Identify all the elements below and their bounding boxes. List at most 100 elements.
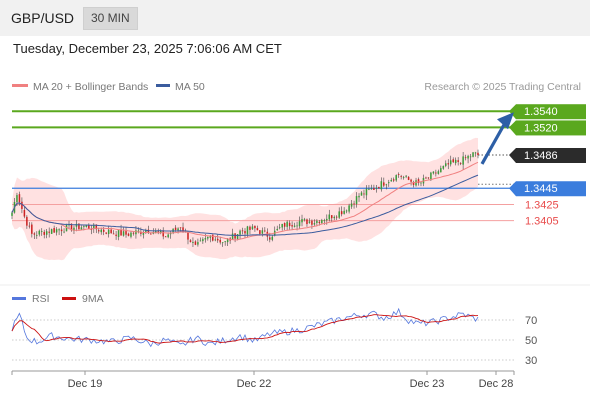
target-label-pointer-0: [509, 104, 516, 120]
candle-body: [231, 233, 234, 240]
candle-body: [216, 238, 219, 241]
candle-body: [120, 229, 122, 236]
target-level-label-1: 1.3520: [524, 122, 558, 134]
candle-body: [353, 203, 355, 205]
candle-body: [269, 237, 271, 240]
candle-body: [326, 218, 328, 221]
candle-body: [140, 231, 142, 234]
candle-body: [21, 201, 23, 209]
candle-body: [410, 179, 412, 182]
candle-body: [80, 227, 83, 230]
candle-body: [202, 239, 204, 242]
candle-body: [26, 216, 28, 226]
candle-body: [150, 233, 152, 235]
candle-body: [194, 241, 197, 245]
candle-body: [283, 223, 286, 227]
target-level-label-0: 1.3540: [524, 106, 558, 118]
candle-body: [435, 172, 437, 174]
rsi-legend-label: RSI: [32, 293, 50, 305]
x-tick-label: Dec 19: [68, 378, 103, 390]
target-label-box-1: [516, 120, 586, 136]
candle-body: [112, 233, 115, 235]
candle-body: [298, 221, 301, 227]
candle-body: [78, 223, 80, 230]
candle-body: [452, 159, 454, 163]
candle-body: [281, 223, 283, 228]
candle-body: [405, 175, 407, 177]
candle-body: [127, 233, 130, 236]
candle-body: [199, 240, 202, 242]
candle-body: [288, 222, 291, 227]
timeframe-button[interactable]: 30 MIN: [83, 7, 138, 30]
candle-body: [442, 165, 445, 169]
candle-body: [301, 219, 303, 223]
candle-body: [383, 182, 385, 186]
candle-body: [142, 232, 145, 235]
ma50-line: [11, 174, 479, 237]
candle-body: [360, 192, 363, 196]
candle-body: [145, 230, 147, 233]
candle-body: [60, 229, 63, 232]
candle-body: [234, 233, 236, 239]
candle-body: [358, 195, 360, 198]
candle-body: [318, 221, 321, 224]
candle-body: [212, 234, 214, 241]
pivot-level-label-3: 1.3445: [524, 183, 558, 195]
candle-body: [395, 175, 397, 181]
candle-body: [261, 230, 264, 234]
candle-body: [477, 152, 479, 155]
candle-body: [462, 156, 464, 165]
candle-body: [373, 188, 375, 190]
rsi-legend-swatch: [12, 297, 26, 300]
support-level-label-5: 1.3405: [525, 216, 559, 228]
current-label-box-2: [516, 148, 586, 163]
candle-body: [38, 230, 41, 235]
candle-body: [40, 231, 43, 232]
candle-body: [43, 231, 45, 235]
candle-body: [58, 229, 60, 231]
target-arrow-head: [497, 112, 514, 130]
candle-body: [115, 234, 117, 236]
candle-body: [164, 236, 167, 238]
candle-body: [390, 179, 393, 182]
candle-body: [117, 230, 120, 237]
ma50-legend-label: MA 50: [175, 81, 205, 93]
candle-body: [313, 223, 316, 225]
candle-body: [207, 236, 209, 239]
candle-body: [472, 152, 474, 157]
candle-body: [412, 182, 415, 185]
candle-body: [469, 156, 472, 158]
candle-body: [83, 226, 85, 227]
target-label-box-0: [516, 104, 586, 120]
candle-body: [311, 220, 313, 225]
candle-body: [48, 231, 50, 233]
candle-body: [340, 211, 343, 215]
candle-body: [343, 210, 345, 214]
candle-body: [271, 236, 274, 240]
candle-body: [251, 226, 254, 230]
candle-body: [182, 227, 184, 232]
candle-body: [53, 228, 55, 233]
candle-body: [296, 225, 298, 227]
candle-body: [167, 234, 169, 238]
candle-body: [189, 240, 192, 243]
candle-body: [427, 177, 430, 179]
candle-body: [157, 231, 160, 233]
candle-body: [378, 186, 380, 189]
candle-body: [316, 220, 318, 223]
candle-body: [303, 218, 306, 220]
x-tick-label: Dec 22: [237, 378, 272, 390]
current-level-label-2: 1.3486: [524, 150, 558, 162]
candle-body: [179, 227, 182, 229]
candle-body: [132, 232, 135, 234]
candle-body: [407, 176, 410, 180]
current-label-pointer-2: [509, 148, 516, 163]
candle-body: [440, 168, 442, 173]
candle-body: [437, 171, 440, 174]
candle-body: [323, 220, 326, 222]
candle-body: [276, 228, 278, 231]
ma20-legend-label: MA 20 + Bollinger Bands: [33, 81, 148, 93]
candle-body: [11, 212, 13, 216]
candle-body: [291, 225, 293, 227]
candle-body: [219, 239, 221, 243]
